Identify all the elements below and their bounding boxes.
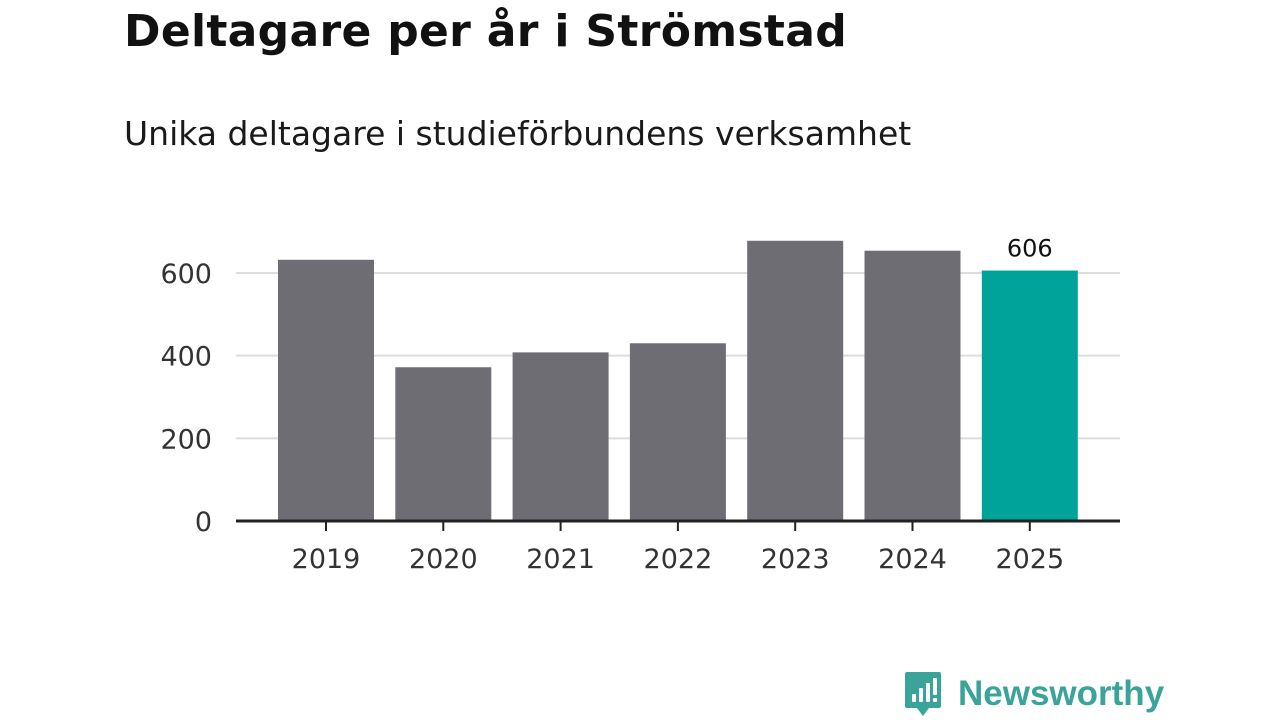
y-tick-label: 0	[195, 507, 212, 538]
chart-title: Deltagare per år i Strömstad	[124, 6, 847, 57]
bar-2020	[395, 367, 492, 521]
chart-subtitle: Unika deltagare i studieförbundens verks…	[124, 114, 912, 153]
brand-logo: Newsworthy	[903, 670, 1164, 718]
bar-2025	[981, 270, 1078, 521]
bar-2022	[629, 343, 726, 521]
bar-2021	[512, 352, 609, 521]
y-tick-label: 600	[160, 259, 212, 290]
x-tick-label: 2023	[761, 544, 830, 575]
y-tick-label: 200	[160, 424, 212, 455]
x-tick-label: 2021	[526, 544, 595, 575]
x-tick-label: 2019	[292, 544, 361, 575]
x-tick-label: 2020	[409, 544, 478, 575]
y-tick-label: 400	[160, 342, 212, 373]
brand-name: Newsworthy	[958, 674, 1165, 713]
bar-2024	[864, 250, 961, 522]
newsworthy-logo-icon	[905, 672, 941, 716]
x-tick-label: 2025	[995, 544, 1064, 575]
bar-2019	[278, 259, 374, 521]
data-label: 606	[1007, 235, 1053, 263]
x-tick-label: 2024	[878, 544, 947, 575]
bar-2023	[747, 240, 844, 521]
x-tick-label: 2022	[644, 544, 713, 575]
